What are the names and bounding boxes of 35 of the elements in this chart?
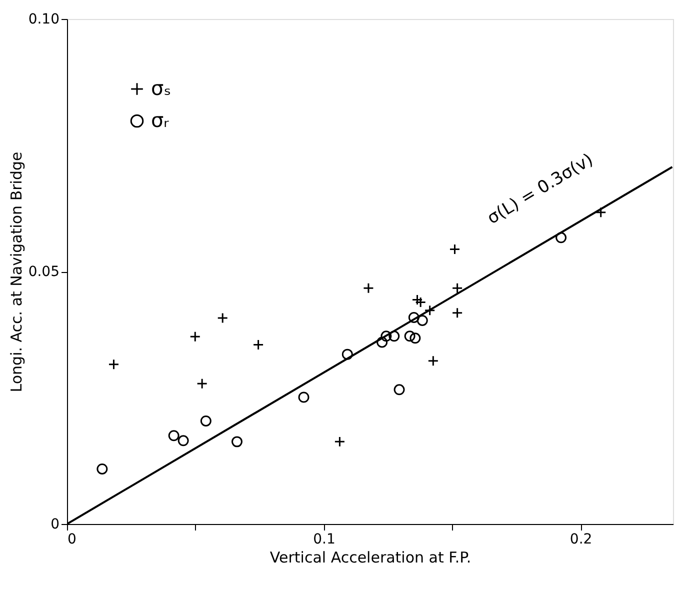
point	[394, 384, 405, 396]
point	[404, 330, 416, 342]
y-axis-title: Longi. Acc. at Navigation Bridge	[7, 152, 26, 392]
point	[380, 330, 392, 342]
point	[388, 330, 400, 342]
point	[217, 312, 228, 324]
point	[178, 435, 189, 446]
point	[452, 307, 463, 318]
x-tick-label: 0.2	[570, 532, 592, 548]
point	[410, 332, 421, 344]
point	[168, 430, 180, 442]
point	[376, 336, 388, 348]
point	[196, 378, 208, 390]
x-axis-title: Vertical Acceleration at F.P.	[270, 548, 472, 566]
point	[452, 282, 463, 294]
point	[556, 232, 567, 244]
point	[362, 282, 374, 294]
point	[428, 355, 439, 366]
y-tick-label: 0.05	[28, 264, 60, 280]
point	[298, 392, 310, 403]
legend-label: σᵣ	[151, 108, 170, 132]
point	[96, 463, 108, 474]
x-tick-label: 0.1	[313, 532, 336, 548]
point	[108, 358, 120, 370]
y-tick-label: 0	[50, 516, 60, 532]
x-tick-label: 0	[68, 532, 76, 548]
point	[200, 415, 212, 426]
y-tick-label: 0.10	[28, 12, 60, 28]
point	[408, 312, 420, 323]
point	[334, 436, 346, 448]
legend-label: σₛ	[151, 76, 172, 100]
point	[231, 436, 242, 448]
point	[190, 331, 201, 342]
point	[342, 348, 353, 360]
point	[416, 315, 428, 326]
